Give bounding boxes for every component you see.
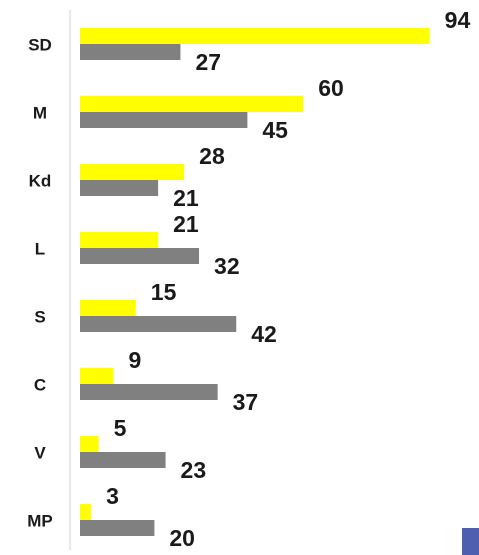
bar	[80, 520, 155, 536]
category-label: V	[34, 443, 46, 462]
category-label: MP	[27, 511, 53, 530]
legend-swatch	[462, 528, 479, 555]
value-label: 9	[128, 347, 141, 373]
bar	[80, 232, 159, 248]
bar	[80, 384, 218, 400]
category-label: M	[33, 103, 47, 122]
bar	[80, 164, 185, 180]
bar	[80, 96, 304, 112]
bar	[80, 28, 430, 44]
bar	[80, 452, 166, 468]
bar	[80, 44, 181, 60]
value-label: 21	[173, 185, 199, 211]
category-label: C	[34, 375, 46, 394]
value-label: 3	[106, 483, 119, 509]
value-label: 45	[262, 117, 288, 143]
value-label: 28	[199, 143, 225, 169]
value-label: 42	[251, 321, 277, 347]
value-label: 32	[214, 253, 240, 279]
bar	[80, 368, 114, 384]
category-label: SD	[28, 35, 52, 54]
value-label: 37	[233, 389, 259, 415]
value-label: 5	[114, 415, 127, 441]
category-label: S	[34, 307, 45, 326]
category-label: L	[35, 239, 45, 258]
category-label: Kd	[29, 171, 52, 190]
bar	[80, 300, 136, 316]
value-label: 21	[173, 211, 199, 237]
bar	[80, 436, 99, 452]
bar	[80, 316, 237, 332]
bar	[80, 112, 248, 128]
bar	[80, 504, 92, 520]
bar	[80, 180, 159, 196]
bar	[80, 248, 200, 264]
value-label: 94	[445, 7, 471, 33]
value-label: 27	[195, 49, 221, 75]
value-label: 60	[318, 75, 344, 101]
value-label: 15	[151, 279, 177, 305]
value-label: 23	[181, 457, 207, 483]
value-label: 20	[169, 525, 195, 551]
